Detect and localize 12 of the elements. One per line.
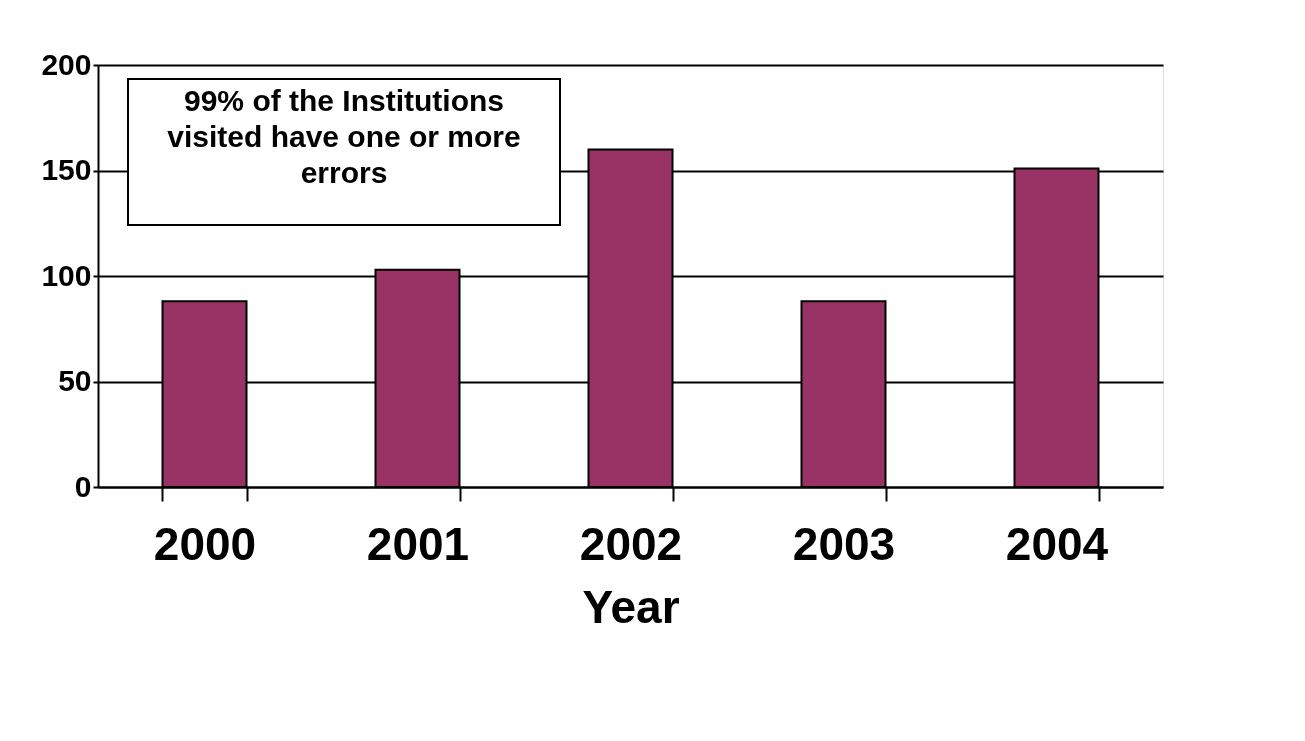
- x-tick-label: 2001: [366, 517, 470, 570]
- x-tick-label: 2000: [153, 517, 257, 570]
- x-tick-label: 2003: [792, 517, 896, 570]
- y-tick-label: 50: [58, 364, 92, 397]
- y-tick-label: 200: [41, 47, 92, 81]
- y-tick-label: 100: [41, 258, 92, 292]
- y-tick-label: 0: [74, 469, 92, 503]
- annotation: 99% of the Institutions visited have one or more errors: [167, 84, 521, 189]
- x-tick-label: 2004: [1005, 517, 1109, 570]
- x-axis-title: Year: [582, 580, 680, 633]
- y-tick-label: 150: [41, 153, 92, 186]
- x-tick-label: 2002: [579, 517, 683, 570]
